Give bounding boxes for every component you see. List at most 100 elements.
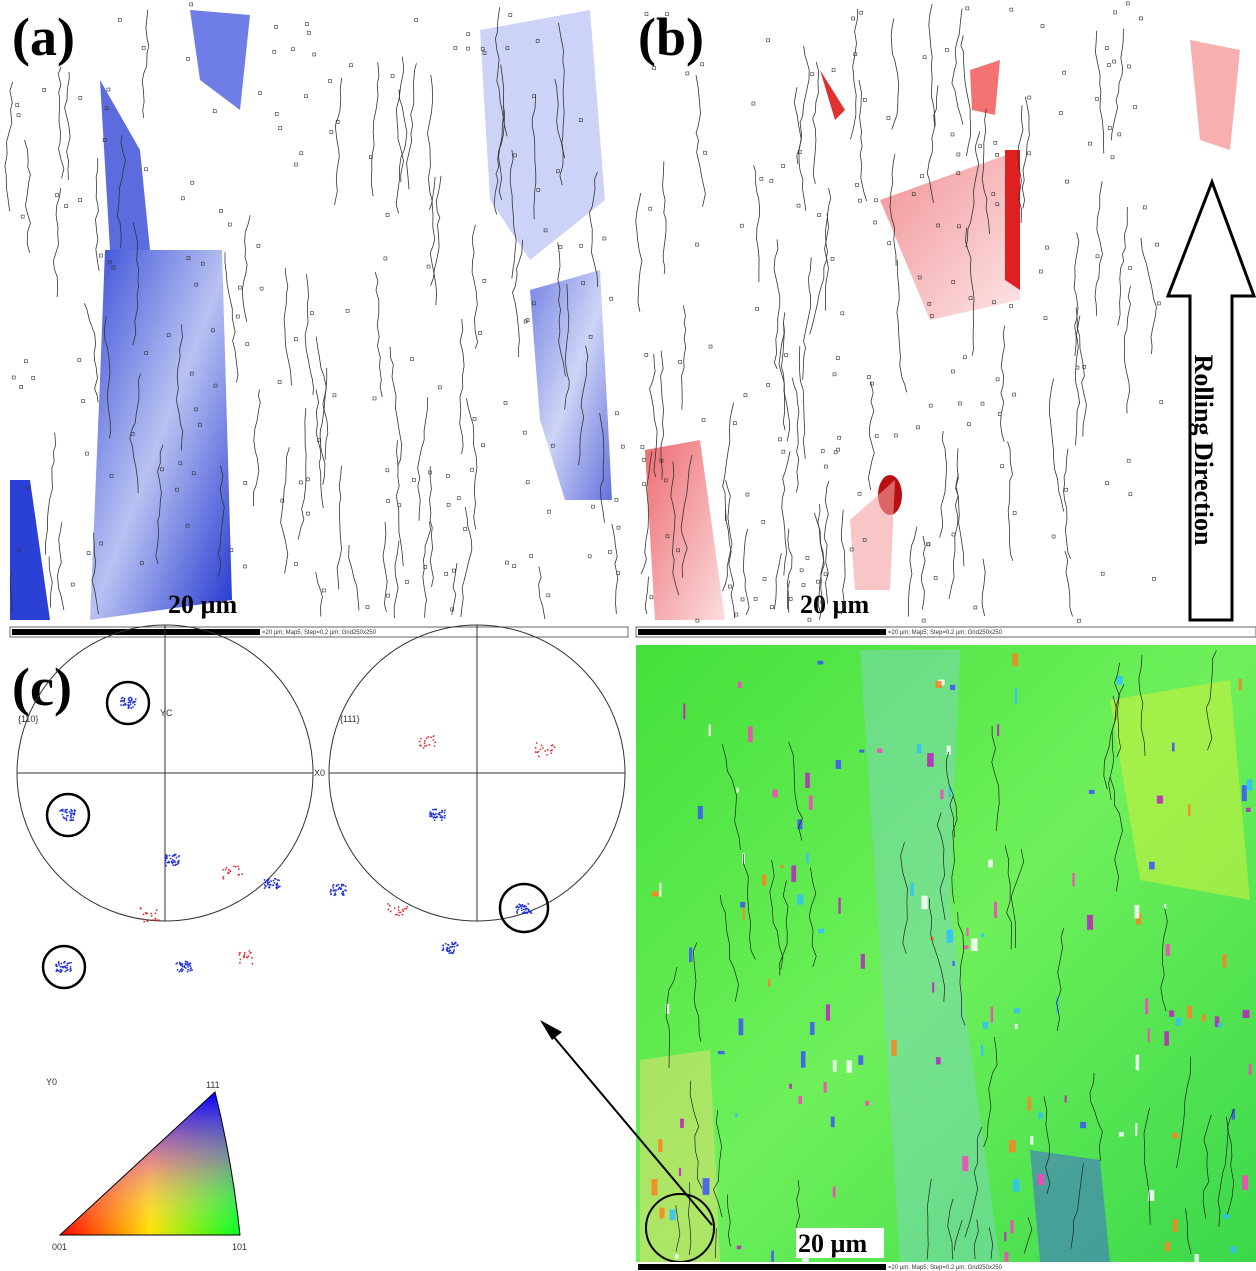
pole-point xyxy=(342,884,344,886)
pole-point xyxy=(434,809,436,811)
orientation-spot xyxy=(768,979,771,987)
pole-point xyxy=(143,914,145,916)
pole-point xyxy=(402,910,404,912)
pole-point xyxy=(165,860,167,862)
orientation-spot xyxy=(1015,688,1017,704)
orientation-spot xyxy=(838,897,840,913)
pole-point xyxy=(181,966,183,968)
panel-c: (c) {110} YC X0 {111} Y0 001 101 111 xyxy=(12,625,1256,1271)
pole-point xyxy=(429,813,431,815)
pole-point xyxy=(440,815,442,817)
pole-point xyxy=(62,967,64,969)
pole-point xyxy=(523,909,525,911)
pole-point xyxy=(270,884,272,886)
pole-point xyxy=(551,745,553,747)
pole-point xyxy=(420,738,422,740)
orientation-spot xyxy=(670,1209,676,1220)
pole-point xyxy=(389,905,391,907)
ipf-corner: 001 xyxy=(52,1242,67,1252)
orientation-spot xyxy=(689,947,692,962)
orientation-spot xyxy=(917,744,921,753)
orientation-spot xyxy=(675,1254,678,1258)
pole-point xyxy=(275,878,277,880)
pole-point xyxy=(168,862,170,864)
orientation-spot xyxy=(826,1004,830,1020)
pole-point xyxy=(527,903,529,905)
pole-point xyxy=(444,809,446,811)
orientation-spot xyxy=(847,1060,852,1072)
pole-point xyxy=(70,968,72,970)
pole-point xyxy=(387,903,389,905)
pole-point xyxy=(330,889,332,891)
pole-point xyxy=(177,969,179,971)
pole-point xyxy=(342,893,344,895)
pole-point xyxy=(544,750,546,752)
pole-point xyxy=(191,969,193,971)
pole-point xyxy=(70,812,72,814)
panel-b: (b) 20 µm =20 µm; Map5; Step=0.2 µm; Gri… xyxy=(636,0,1256,637)
pole-point xyxy=(542,747,544,749)
pole-point xyxy=(176,857,178,859)
pole-point xyxy=(518,903,520,905)
pole-point xyxy=(64,971,66,973)
pole-point xyxy=(58,964,60,966)
pole-point xyxy=(546,754,548,756)
pole-point xyxy=(121,700,123,702)
orientation-spot xyxy=(818,929,824,934)
pole-point xyxy=(222,878,224,880)
pole-point xyxy=(454,946,456,948)
pole-point xyxy=(535,747,537,749)
orientation-spot xyxy=(736,788,738,793)
orientation-spot xyxy=(1087,915,1093,930)
orientation-spot xyxy=(1169,1010,1174,1016)
orientation-spot xyxy=(891,1040,896,1056)
pole-point xyxy=(120,704,122,706)
pole-point xyxy=(151,915,153,917)
pole-point xyxy=(251,957,253,959)
blue-grain xyxy=(90,250,232,620)
pole-point xyxy=(404,908,406,910)
pole-point xyxy=(74,810,76,812)
pole-point xyxy=(155,919,157,921)
pole-point xyxy=(521,904,523,906)
figure: (a) 20 µm =20 µm; Map5; Step=0.2 µm; Gri… xyxy=(0,0,1256,1271)
orientation-spot xyxy=(1089,790,1095,794)
pole-point xyxy=(535,751,537,753)
orientation-spot xyxy=(818,661,824,665)
pole-point xyxy=(332,887,334,889)
pole-point xyxy=(334,892,336,894)
pole-point xyxy=(173,854,175,856)
pole-point xyxy=(134,704,136,706)
pole-point xyxy=(456,945,458,947)
pole-point xyxy=(150,913,152,915)
orientation-spot xyxy=(809,795,813,809)
orientation-spot xyxy=(1164,1031,1169,1045)
pole-point xyxy=(270,880,272,882)
pole-point xyxy=(437,813,439,815)
pole-point xyxy=(172,861,174,863)
pole-point xyxy=(145,912,147,914)
ipf-corner: 111 xyxy=(206,1080,220,1090)
orientation-spot xyxy=(659,1208,664,1219)
pole-point xyxy=(451,946,453,948)
pole-point xyxy=(268,886,270,888)
pole-point xyxy=(60,966,62,968)
orientation-spot xyxy=(833,1187,836,1198)
pole-point xyxy=(181,970,183,972)
pole-point xyxy=(273,880,275,882)
pole-point xyxy=(395,914,397,916)
orientation-spot xyxy=(679,1168,681,1176)
pole-point xyxy=(433,735,435,737)
orientation-spot xyxy=(789,1084,792,1089)
pole-point xyxy=(551,749,553,751)
pole-point xyxy=(431,815,433,817)
pole-point xyxy=(172,859,174,861)
panel-label: (a) xyxy=(12,7,75,67)
orientation-spot xyxy=(1013,1179,1019,1191)
pole-point xyxy=(398,906,400,908)
pole-point xyxy=(132,706,134,708)
pole-point xyxy=(550,752,552,754)
ipf-triangle-overlay xyxy=(60,1092,240,1235)
pole-point xyxy=(66,970,68,972)
axis-label: YC xyxy=(160,708,173,718)
